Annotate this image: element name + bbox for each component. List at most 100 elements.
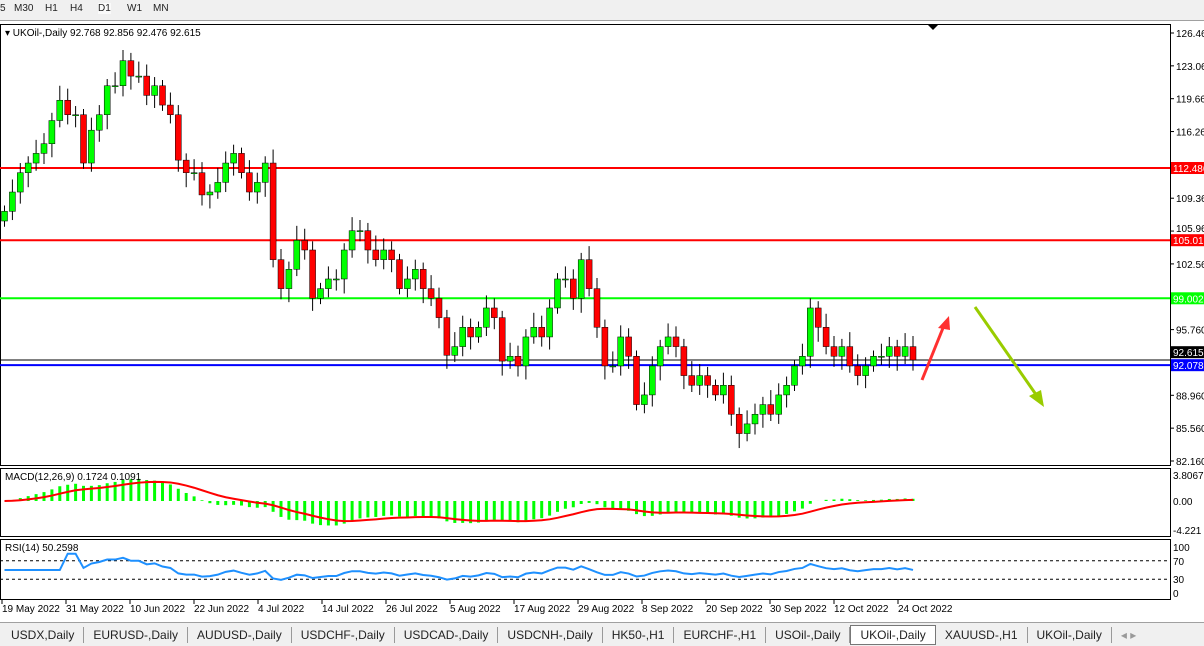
- candle-body: [238, 153, 245, 173]
- candle-body: [664, 336, 672, 347]
- candle-body: [254, 182, 261, 193]
- chart-tab[interactable]: HK50-,H1: [603, 626, 675, 643]
- date-label: 14 Jul 2022: [322, 604, 374, 615]
- level-price-badge: [1171, 292, 1204, 305]
- candle-body: [64, 99, 71, 115]
- candle-body: [862, 365, 869, 376]
- candle-body: [356, 230, 364, 232]
- candle-body: [198, 172, 206, 196]
- timeframe-D1[interactable]: D1: [98, 3, 111, 14]
- candle-body: [830, 346, 838, 357]
- candle-body: [419, 269, 427, 289]
- chart-symbol-label: ▾ UKOil-,Daily 92.768 92.856 92.476 92.6…: [5, 28, 201, 39]
- candle-body: [617, 336, 624, 367]
- candle-body: [570, 278, 577, 299]
- level-price-badge: [1171, 162, 1204, 175]
- candle-body: [814, 307, 822, 328]
- candle-body: [317, 288, 324, 299]
- rsi-axis-label: 0: [1173, 589, 1179, 600]
- candle-body: [451, 346, 459, 356]
- rsi-axis-label: 30: [1173, 575, 1185, 586]
- candle-body: [459, 327, 466, 347]
- candle-body: [56, 99, 64, 121]
- candle-body: [838, 346, 846, 357]
- date-label: 19 May 2022: [2, 604, 60, 615]
- candle-body: [96, 114, 103, 131]
- candle-body: [127, 60, 135, 77]
- candle-body: [562, 278, 569, 281]
- rsi-axis-label: 100: [1173, 543, 1190, 554]
- level-price-label: 92.078: [1173, 361, 1204, 372]
- price-label: 119.660: [1176, 95, 1204, 106]
- candle-body: [48, 120, 56, 144]
- chart-tab[interactable]: UKOil-,Daily: [1028, 626, 1112, 643]
- chart-tab[interactable]: UKOil-,Daily: [850, 624, 936, 645]
- date-label: 22 Jun 2022: [194, 604, 249, 615]
- date-label: 30 Sep 2022: [770, 604, 827, 615]
- chart-tab[interactable]: USDCAD-,Daily: [395, 626, 499, 643]
- chart-tab[interactable]: USDX,Daily: [2, 626, 85, 643]
- chart-canvas[interactable]: 126.460 123.060 119.660 116.260 109.360 105.9…: [0, 0, 1204, 622]
- candle-body: [546, 307, 553, 338]
- rsi-axis-label: 70: [1173, 557, 1185, 568]
- candle-body: [103, 85, 111, 115]
- candle-body: [720, 385, 727, 396]
- candle-body: [680, 346, 688, 376]
- candle-body: [396, 259, 403, 289]
- macd-axis-label: -4.221: [1173, 526, 1202, 537]
- candle-body: [17, 172, 24, 193]
- candle-body: [372, 249, 380, 260]
- timeframe-MN[interactable]: MN: [153, 3, 169, 14]
- candle-body: [901, 346, 909, 357]
- chart-tab[interactable]: EURCHF-,H1: [674, 626, 767, 643]
- level-price-label: 112.486: [1173, 164, 1204, 175]
- candle-body: [111, 85, 119, 88]
- candle-body: [190, 172, 198, 174]
- candle-body: [870, 356, 877, 367]
- candle-body: [40, 143, 48, 154]
- chart-tab[interactable]: XAUUSD-,H1: [936, 626, 1028, 643]
- candle-body: [32, 153, 40, 164]
- macd-panel: [0, 468, 1171, 537]
- date-label: 12 Oct 2022: [834, 604, 889, 615]
- candle-body: [593, 288, 601, 328]
- candle-body: [696, 375, 703, 386]
- timeframe-M30[interactable]: M30: [14, 3, 34, 14]
- price-label: 88.960: [1176, 391, 1204, 402]
- candle-body: [206, 191, 214, 196]
- candle-body: [625, 336, 632, 357]
- price-label: 123.060: [1176, 62, 1204, 73]
- candle-body: [340, 249, 348, 280]
- candle-body: [167, 104, 174, 115]
- level-price-label: 92.615: [1173, 348, 1204, 359]
- level-price-badge: [1171, 346, 1204, 359]
- candle-body: [119, 60, 127, 87]
- chart-tab[interactable]: EURUSD-,Daily: [84, 626, 189, 643]
- timeframe-H4[interactable]: H4: [70, 3, 83, 14]
- date-label: 10 Jun 2022: [130, 604, 185, 615]
- date-label: 26 Jul 2022: [386, 604, 438, 615]
- macd-axis-label: 0.00: [1173, 497, 1193, 508]
- timeframe-H1[interactable]: H1: [45, 3, 58, 14]
- chart-tab[interactable]: USDCNH-,Daily: [498, 626, 603, 643]
- chart-tab[interactable]: USOil-,Daily: [766, 626, 851, 643]
- candle-body: [672, 336, 680, 347]
- candle-body: [909, 346, 917, 361]
- up-arrow-head-icon: [938, 316, 950, 330]
- chart-tab[interactable]: AUDUSD-,Daily: [188, 626, 292, 643]
- candle-body: [269, 162, 277, 260]
- candle-body: [878, 356, 885, 358]
- chart-tab[interactable]: USDCHF-,Daily: [292, 626, 395, 643]
- candle-body: [9, 191, 16, 212]
- price-label: 102.560: [1176, 260, 1204, 271]
- candle-body: [704, 375, 711, 386]
- timeframe-5[interactable]: 5: [0, 3, 6, 14]
- candle-body: [24, 162, 32, 173]
- tab-scroll-arrows[interactable]: ◂ ▸: [1120, 627, 1137, 642]
- candle-body: [767, 404, 775, 415]
- timeframe-W1[interactable]: W1: [127, 3, 142, 14]
- macd-signal-line: [4, 480, 914, 523]
- candle-body: [404, 278, 411, 289]
- candle-body: [807, 307, 814, 357]
- candle-body: [483, 307, 490, 328]
